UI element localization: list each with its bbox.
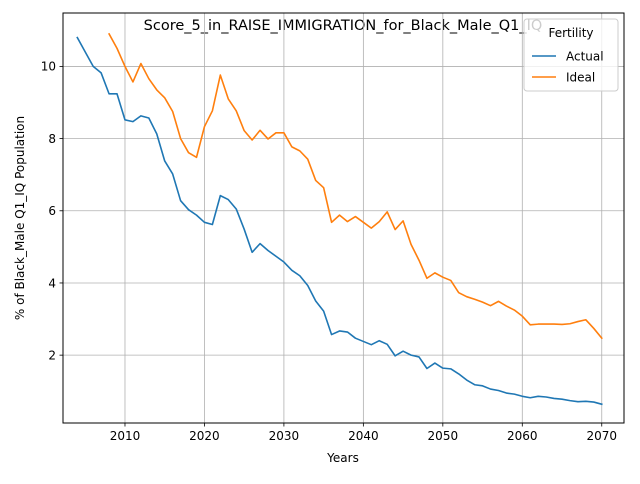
series-lines (76, 32, 603, 406)
x-tick-label: 2050 (428, 429, 459, 443)
legend-label-ideal: Ideal (566, 71, 595, 85)
y-tick-label: 8 (48, 132, 56, 146)
series-line-actual (76, 36, 603, 406)
x-tick-label: 2020 (189, 429, 220, 443)
y-axis-label: % of Black_Male Q1_IQ Population (13, 116, 27, 320)
y-tick-label: 10 (41, 60, 56, 74)
x-tick-label: 2060 (507, 429, 538, 443)
x-axis-label: Years (326, 451, 359, 465)
series-line-ideal (108, 32, 603, 340)
y-tick-label: 4 (48, 276, 56, 290)
legend-label-actual: Actual (566, 50, 604, 64)
axis-ticks: 2010 2020 2030 2040 2050 2060 2070 2 4 6 8 10 (41, 60, 617, 443)
y-tick-label: 2 (48, 348, 56, 362)
x-tick-label: 2070 (586, 429, 617, 443)
legend: Fertility Actual Ideal (523, 18, 619, 92)
x-tick-label: 2040 (348, 429, 379, 443)
y-tick-label: 6 (48, 204, 56, 218)
x-tick-label: 2030 (269, 429, 300, 443)
x-tick-label: 2010 (110, 429, 141, 443)
legend-box (523, 18, 619, 92)
chart-title: Score_5_in_RAISE_IMMIGRATION_for_Black_M… (144, 18, 543, 34)
legend-title: Fertility (548, 26, 593, 40)
grid-lines (63, 13, 624, 423)
plot-frame (62, 12, 625, 424)
